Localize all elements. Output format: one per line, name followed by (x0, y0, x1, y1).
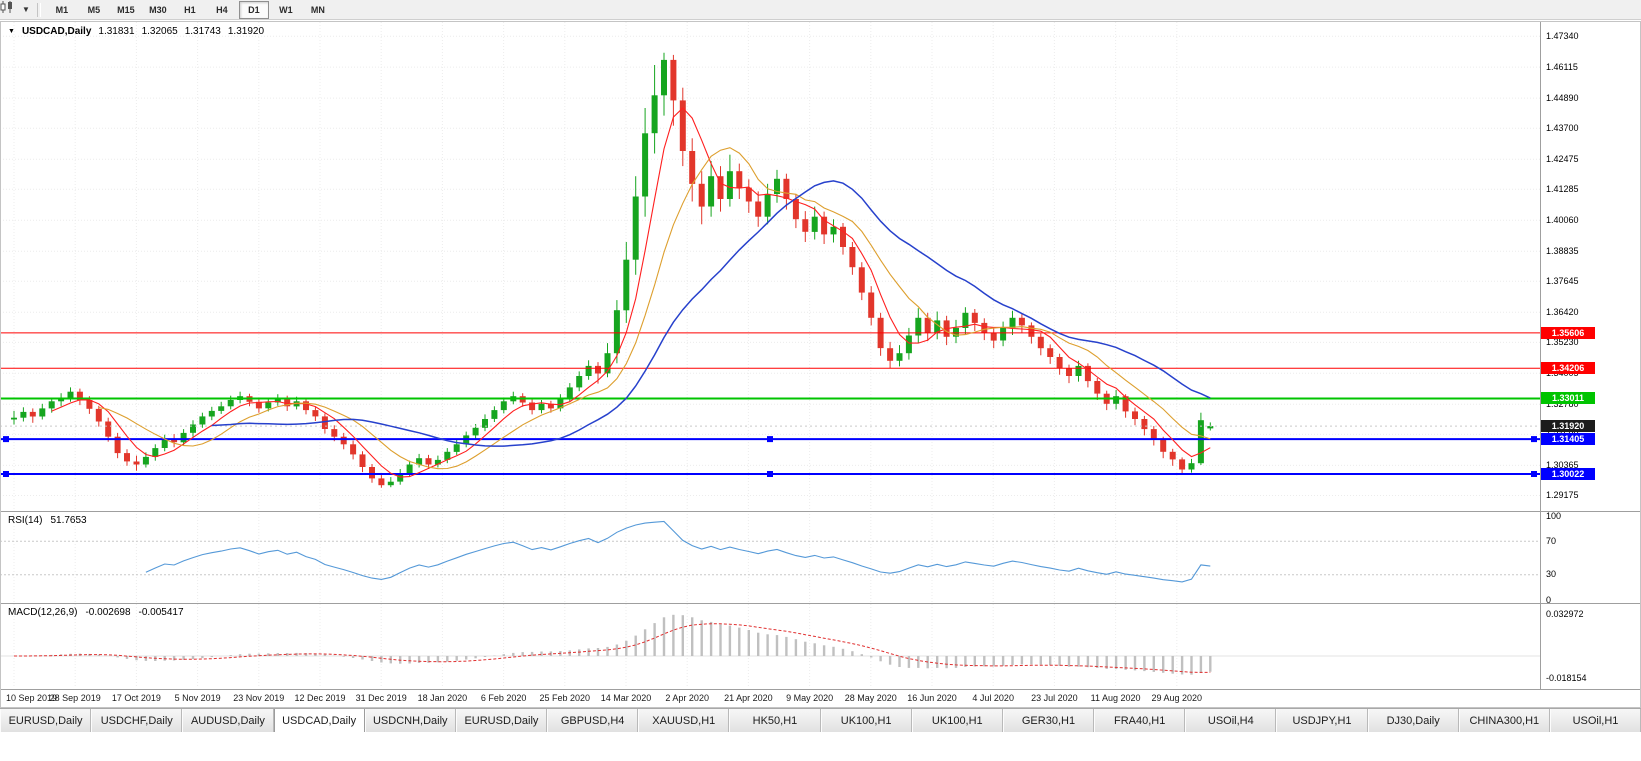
line-handle[interactable] (767, 471, 773, 477)
moving-average-5 (51, 107, 1211, 478)
toolbar: ▼ M1 M5 M15 M30 H1 H4 D1 W1 MN (0, 0, 1641, 20)
timeframe-button-w1[interactable]: W1 (279, 4, 293, 15)
moving-average-10 (98, 147, 1211, 470)
timeframe-button-m1[interactable]: M1 (55, 4, 69, 15)
tab-usdjpy-h1[interactable]: USDJPY,H1 (1276, 709, 1368, 732)
chart-tab-bar: EURUSD,Daily USDCHF,Daily AUDUSD,Daily USDC… (0, 708, 1641, 732)
moving-average-22 (211, 180, 1211, 447)
candlestick-series[interactable] (11, 52, 1214, 488)
tab-uk100-h1[interactable]: UK100,H1 (820, 709, 912, 732)
tab-china300-h1[interactable]: CHINA300,H1 (1458, 709, 1550, 732)
tab-eurusd-daily[interactable]: EURUSD,Daily (455, 709, 548, 732)
line-handle[interactable] (3, 471, 9, 477)
tab-usdchf-daily[interactable]: USDCHF,Daily (91, 709, 183, 732)
tab-usdcnh-daily[interactable]: USDCNH,Daily (364, 709, 456, 732)
rsi-line (145, 520, 1211, 583)
tab-usoil-h4[interactable]: USOil,H4 (1185, 709, 1277, 732)
tab-usdcad-daily[interactable]: USDCAD,Daily (273, 709, 365, 732)
tab-audusd-daily[interactable]: AUDUSD,Daily (182, 709, 274, 732)
tab-eurusd-daily[interactable]: EURUSD,Daily (0, 709, 92, 732)
chevron-down-icon[interactable]: ▼ (22, 5, 30, 14)
timeframe-button-h4[interactable]: H4 (216, 4, 228, 15)
tab-fra40-h1[interactable]: FRA40,H1 (1094, 709, 1186, 732)
line-handle[interactable] (1531, 471, 1537, 477)
tab-hk50-h1[interactable]: HK50,H1 (729, 709, 821, 732)
tab-xauusd-h1[interactable]: XAUUSD,H1 (638, 709, 730, 732)
macd-histogram (22, 614, 1212, 675)
line-handle[interactable] (1531, 436, 1537, 443)
timeframe-button-m15[interactable]: M15 (117, 4, 135, 15)
tab-dj30-daily[interactable]: DJ30,Daily (1367, 709, 1459, 732)
tab-gbpusd-h4[interactable]: GBPUSD,H4 (547, 709, 639, 732)
timeframe-buttons: M1 M5 M15 M30 H1 H4 D1 W1 MN (46, 0, 334, 19)
tab-ger30-h1[interactable]: GER30,H1 (1002, 709, 1095, 732)
candlestick-chart-icon[interactable] (0, 1, 22, 18)
timeframe-button-d1[interactable]: D1 (238, 0, 269, 19)
timeframe-button-m5[interactable]: M5 (87, 4, 101, 15)
macd-signal-line (14, 623, 1211, 673)
timeframe-button-mn[interactable]: MN (310, 4, 325, 15)
line-handle[interactable] (3, 436, 9, 443)
timeframe-button-h1[interactable]: H1 (184, 4, 196, 15)
timeframe-button-m30[interactable]: M30 (149, 4, 167, 15)
tab-uk100-h1[interactable]: UK100,H1 (911, 709, 1003, 732)
tab-usoil-h1[interactable]: USOil,H1 (1549, 709, 1641, 732)
toolbar-separator (36, 2, 41, 17)
line-handle[interactable] (767, 436, 773, 443)
